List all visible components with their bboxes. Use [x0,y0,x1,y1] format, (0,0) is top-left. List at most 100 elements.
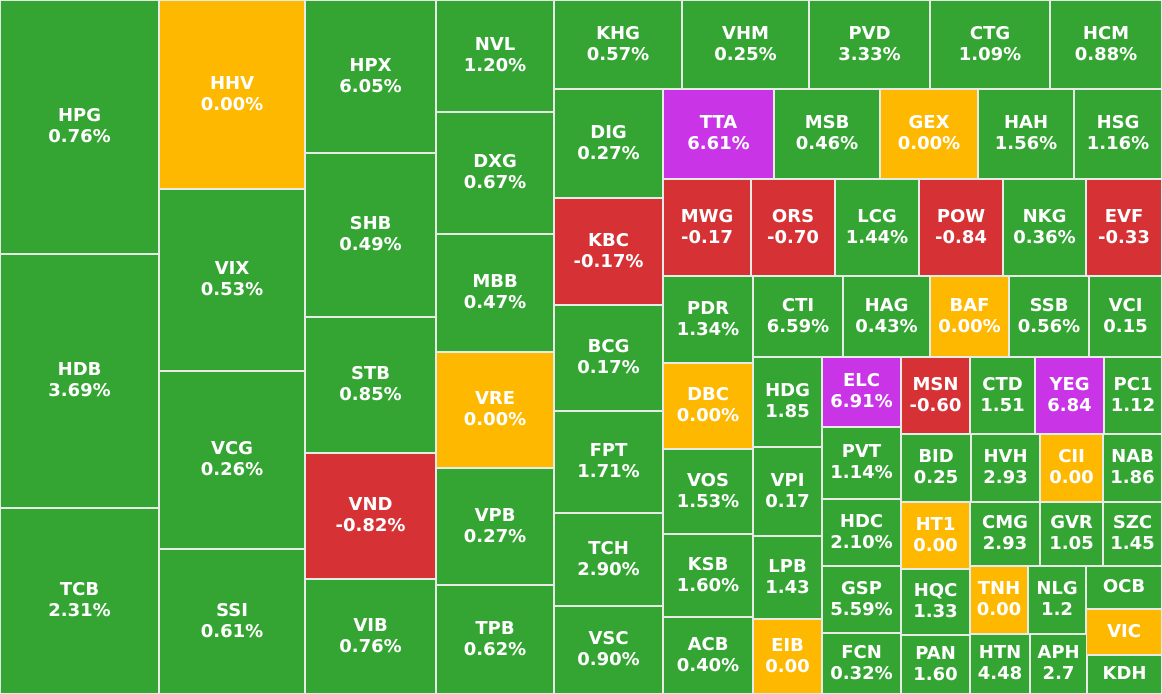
tile-gvr[interactable]: GVR 1.05 [1040,502,1103,566]
tile-change: 0.85% [339,384,402,405]
tile-ht1[interactable]: HT1 0.00 [901,502,970,569]
tile-hag[interactable]: HAG 0.43% [843,276,930,357]
tile-hpx[interactable]: HPX 6.05% [305,0,436,153]
tile-fcn[interactable]: FCN 0.32% [822,633,901,694]
tile-cmg[interactable]: CMG 2.93 [970,502,1040,566]
tile-vix[interactable]: VIX 0.53% [159,189,305,371]
tile-vos[interactable]: VOS 1.53% [663,449,753,534]
tile-htn[interactable]: HTN 4.48 [970,634,1030,694]
tile-gex[interactable]: GEX 0.00% [880,89,978,179]
tile-hdg[interactable]: HDG 1.85 [753,357,822,447]
tile-tnh[interactable]: TNH 0.00 [970,566,1028,634]
tile-pc1[interactable]: PC1 1.12 [1104,357,1162,434]
tile-evf[interactable]: EVF -0.33 [1086,179,1162,276]
tile-ctd[interactable]: CTD 1.51 [970,357,1035,434]
tile-vib[interactable]: VIB 0.76% [305,579,436,694]
tile-dig[interactable]: DIG 0.27% [554,89,663,198]
tile-symbol: SZC [1112,512,1153,534]
tile-change: 0.61% [200,620,264,642]
tile-szc[interactable]: SZC 1.45 [1103,502,1162,566]
tile-nkg[interactable]: NKG 0.36% [1003,179,1086,276]
tile-eib[interactable]: EIB 0.00 [753,619,822,694]
tile-pow[interactable]: POW -0.84 [919,179,1003,276]
tile-vci[interactable]: VCI 0.15 [1089,276,1162,357]
tile-mwg[interactable]: MWG -0.17 [663,179,751,276]
tile-khg[interactable]: KHG 0.57% [554,0,682,89]
tile-vcg[interactable]: VCG 0.26% [159,371,305,549]
tile-ksb[interactable]: KSB 1.60% [663,534,753,617]
tile-nab[interactable]: NAB 1.86 [1103,434,1162,502]
tile-nlg[interactable]: NLG 1.2 [1028,566,1086,634]
tile-aph[interactable]: APH 2.7 [1030,634,1087,694]
tile-change: 0.25 [913,467,959,488]
tile-gsp[interactable]: GSP 5.59% [822,566,901,633]
tile-hdc[interactable]: HDC 2.10% [822,499,901,566]
tile-hdb[interactable]: HDB 3.69% [0,254,159,508]
tile-change: 1.34% [676,318,740,340]
tile-ssi[interactable]: SSI 0.61% [159,549,305,694]
tile-hvh[interactable]: HVH 2.93 [971,434,1040,502]
tile-mbb[interactable]: MBB 0.47% [436,234,554,352]
tile-stb[interactable]: STB 0.85% [305,317,436,453]
tile-fpt[interactable]: FPT 1.71% [554,411,663,513]
tile-change: 1.14% [830,462,893,483]
tile-msb[interactable]: MSB 0.46% [774,89,880,179]
tile-hhv[interactable]: HHV 0.00% [159,0,305,189]
tile-symbol: BID [918,446,954,468]
tile-vhm[interactable]: VHM 0.25% [682,0,809,89]
tile-pdr[interactable]: PDR 1.34% [663,276,753,363]
tile-lcg[interactable]: LCG 1.44% [835,179,919,276]
tile-vpi[interactable]: VPI 0.17 [753,447,822,536]
tile-symbol: VCG [211,438,253,460]
tile-ssb[interactable]: SSB 0.56% [1009,276,1089,357]
tile-dbc[interactable]: DBC 0.00% [663,363,753,449]
tile-shb[interactable]: SHB 0.49% [305,153,436,317]
tile-baf[interactable]: BAF 0.00% [930,276,1009,357]
tile-cti[interactable]: CTI 6.59% [753,276,843,357]
tile-tch[interactable]: TCH 2.90% [554,513,663,606]
tile-vic[interactable]: VIC [1086,609,1162,655]
tile-change: 1.85 [765,401,810,422]
tile-bid[interactable]: BID 0.25 [901,434,971,502]
tile-symbol: PDR [687,297,729,319]
tile-kdh[interactable]: KDH [1087,655,1162,694]
tile-msn[interactable]: MSN -0.60 [901,357,970,434]
tile-change: 0.49% [339,234,402,255]
tile-ocb[interactable]: OCB [1086,566,1162,609]
tile-change: 1.09% [958,43,1022,65]
tile-cii[interactable]: CII 0.00 [1040,434,1103,502]
tile-elc[interactable]: ELC 6.91% [822,357,901,427]
tile-hqc[interactable]: HQC 1.33 [901,569,970,635]
tile-vpb[interactable]: VPB 0.27% [436,468,554,585]
tile-tta[interactable]: TTA 6.61% [663,89,774,179]
tile-change: 0.00 [765,655,810,677]
tile-dxg[interactable]: DXG 0.67% [436,112,554,234]
tile-bcg[interactable]: BCG 0.17% [554,305,663,411]
tile-pvd[interactable]: PVD 3.33% [809,0,930,89]
tile-vnd[interactable]: VND -0.82% [305,453,436,579]
tile-hsg[interactable]: HSG 1.16% [1074,89,1162,179]
tile-hah[interactable]: HAH 1.56% [978,89,1074,179]
tile-nvl[interactable]: NVL 1.20% [436,0,554,112]
tile-tpb[interactable]: TPB 0.62% [436,585,554,694]
tile-kbc[interactable]: KBC -0.17% [554,198,663,305]
tile-tcb[interactable]: TCB 2.31% [0,508,159,694]
tile-ctg[interactable]: CTG 1.09% [930,0,1050,89]
tile-vsc[interactable]: VSC 0.90% [554,606,663,694]
tile-symbol: HAG [864,294,909,316]
tile-change: 1.12 [1110,394,1156,416]
tile-vre[interactable]: VRE 0.00% [436,352,554,468]
tile-ors[interactable]: ORS -0.70 [751,179,835,276]
tile-hpg[interactable]: HPG 0.76% [0,0,159,254]
tile-hcm[interactable]: HCM 0.88% [1050,0,1162,89]
tile-acb[interactable]: ACB 0.40% [663,617,753,694]
tile-change: 6.91% [830,391,893,412]
tile-pvt[interactable]: PVT 1.14% [822,427,901,499]
tile-yeg[interactable]: YEG 6.84 [1035,357,1104,434]
tile-change: 3.33% [838,43,901,65]
tile-change: 2.93 [983,467,1028,488]
tile-change: -0.82% [335,515,406,536]
tile-change: 1.60% [676,574,740,596]
tile-lpb[interactable]: LPB 1.43 [753,536,822,619]
tile-pan[interactable]: PAN 1.60 [901,635,970,694]
